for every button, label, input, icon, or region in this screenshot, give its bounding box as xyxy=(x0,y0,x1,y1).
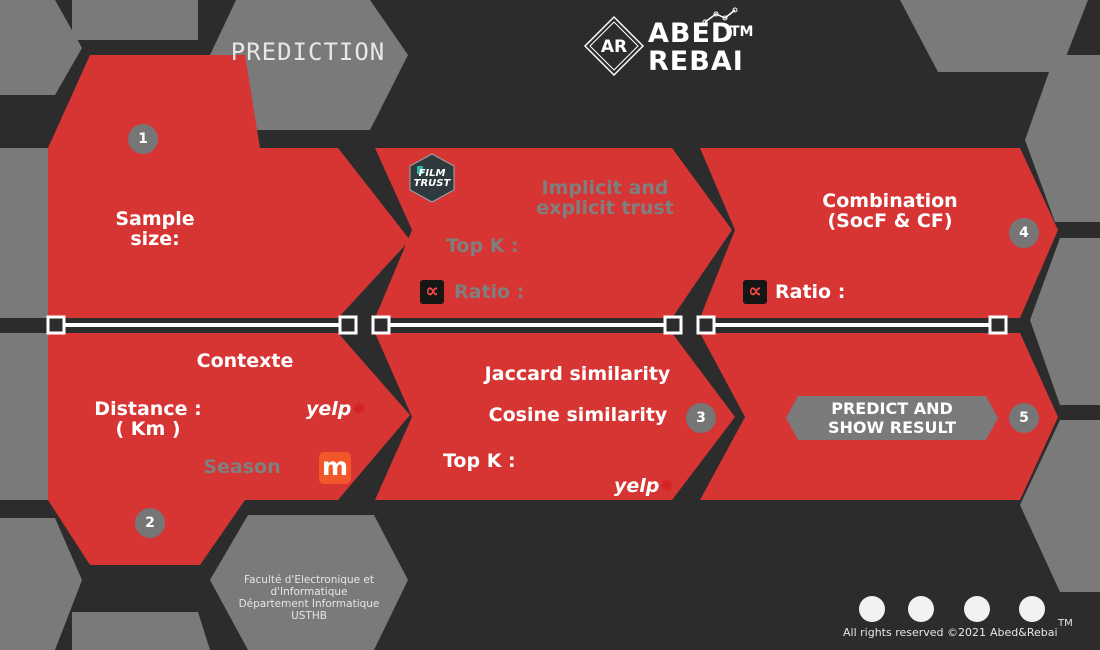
alpha-icon: ∝ xyxy=(420,280,444,304)
gray-hex xyxy=(900,0,1088,72)
step-number-5: 5 xyxy=(1009,403,1039,433)
combination-ratio-label[interactable]: Ratio : xyxy=(775,281,846,303)
yelp-logo-text: yelp xyxy=(614,475,660,497)
red-panel-step2 xyxy=(48,333,410,565)
step-number-1: 1 xyxy=(128,124,158,154)
slider-handle xyxy=(46,315,66,335)
brand-line1: ABED xyxy=(648,18,735,49)
faculty-text: Faculté d'Electronique et d'Informatique… xyxy=(238,574,380,622)
yelp-logo-text: yelp xyxy=(306,398,352,420)
combination-label: Combination (SocF & CF) xyxy=(822,190,958,232)
yelp-logo: yelp✸ xyxy=(614,475,674,497)
slider-handle xyxy=(696,315,716,335)
trademark-mark: TM xyxy=(730,24,754,40)
yelp-burst-icon: ✸ xyxy=(351,399,367,420)
jaccard-similarity-option[interactable]: Jaccard similarity xyxy=(484,363,671,385)
gray-hex xyxy=(210,0,408,130)
nav-dot[interactable] xyxy=(859,596,885,622)
nav-dot[interactable] xyxy=(964,596,990,622)
cosine-similarity-option[interactable]: Cosine similarity xyxy=(488,404,668,426)
brand-name: ABED REBAI xyxy=(648,20,744,76)
nav-dot[interactable] xyxy=(908,596,934,622)
step-number-3: 3 xyxy=(686,403,716,433)
gray-hex xyxy=(0,0,82,95)
trust-topk-label[interactable]: Top K : xyxy=(446,235,519,257)
slider-handle xyxy=(338,315,358,335)
brand-line2: REBAI xyxy=(648,46,744,77)
nav-dot[interactable] xyxy=(1019,596,1045,622)
red-panel-step1 xyxy=(48,55,410,318)
button-shape xyxy=(786,396,998,440)
gray-hex xyxy=(210,515,408,650)
red-panel-trust xyxy=(375,148,732,318)
red-panel-step3 xyxy=(375,333,735,500)
footer-trademark: TM xyxy=(1058,618,1073,629)
gray-hex xyxy=(72,0,198,40)
yelp-logo: yelp✸ xyxy=(306,398,366,420)
filmtrust-text: FILM TRUST xyxy=(413,168,451,189)
gray-hex xyxy=(1030,238,1100,405)
sample-size-label[interactable]: Sample size: xyxy=(115,208,195,250)
filmtrust-hex-icon xyxy=(409,153,455,203)
similarity-topk-label[interactable]: Top K : xyxy=(443,450,516,472)
meetup-m-icon: m xyxy=(319,452,351,484)
chart-line-icon xyxy=(704,9,736,23)
yelp-burst-icon: ✸ xyxy=(659,476,675,497)
slider-handle xyxy=(371,315,391,335)
gray-hex xyxy=(0,518,82,650)
logo-diamond-icon xyxy=(583,15,645,77)
gray-hex xyxy=(1020,420,1100,592)
slider-handle xyxy=(988,315,1008,335)
predict-button-label: PREDICT AND SHOW RESULT xyxy=(828,399,956,437)
distance-label[interactable]: Distance : ( Km ) xyxy=(94,398,202,440)
step-number-4: 4 xyxy=(1009,218,1039,248)
trust-type-label[interactable]: Implicit and explicit trust xyxy=(536,177,674,219)
logo-badge-text: AR xyxy=(600,37,628,57)
step-number-2: 2 xyxy=(135,508,165,538)
contexte-label: Contexte xyxy=(196,350,294,372)
red-panel-step4 xyxy=(700,148,1058,318)
copyright-text: All rights reserved ©2021 xyxy=(843,626,987,639)
filmtrust-logo: FILM TRUST xyxy=(407,153,457,203)
gray-hex xyxy=(72,612,210,650)
alpha-icon: ∝ xyxy=(743,280,767,304)
gray-hex xyxy=(1025,55,1100,222)
predict-and-show-result-button[interactable]: PREDICT AND SHOW RESULT xyxy=(786,396,998,440)
trust-ratio-label[interactable]: Ratio : xyxy=(454,281,525,303)
slider-handle xyxy=(663,315,683,335)
season-label[interactable]: Season xyxy=(203,456,281,478)
page-title: PREDICTION xyxy=(230,38,386,66)
footer-brand: Abed&Rebai xyxy=(990,626,1058,639)
